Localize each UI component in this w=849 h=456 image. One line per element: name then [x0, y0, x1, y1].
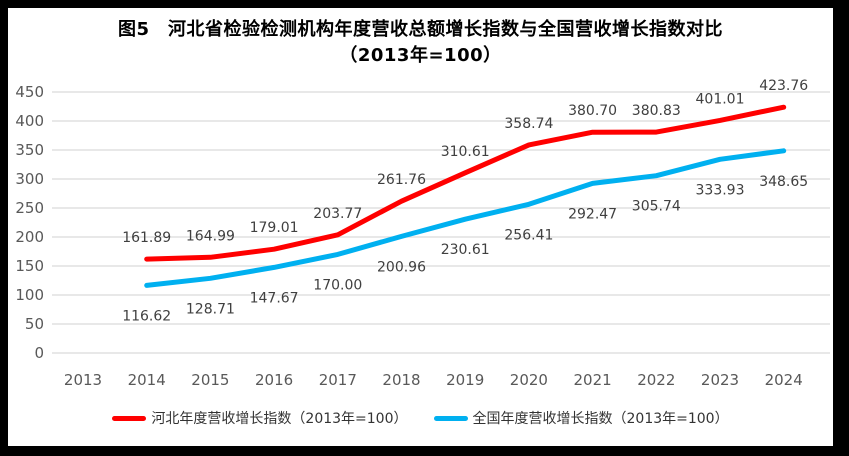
- y-axis-tick-label: 300: [15, 170, 44, 188]
- x-axis-tick-label: 2016: [255, 371, 293, 389]
- legend-label-hebei: 河北年度营收增长指数（2013年=100）: [151, 411, 408, 427]
- legend: 河北年度营收增长指数（2013年=100） 全国年度营收增长指数（2013年=1…: [8, 408, 833, 428]
- legend-item-national: 全国年度营收增长指数（2013年=100）: [433, 408, 729, 428]
- data-label: 305.74: [632, 199, 681, 215]
- data-label: 348.65: [759, 174, 808, 190]
- hebei-line-swatch: [112, 415, 147, 421]
- series-line-0: [144, 104, 787, 262]
- x-axis-tick-label: 2018: [382, 371, 420, 389]
- data-label: 401.01: [696, 91, 745, 107]
- data-label: 147.67: [250, 290, 299, 306]
- data-label: 256.41: [504, 227, 553, 243]
- x-axis-tick-label: 2017: [319, 371, 357, 389]
- data-label: 203.77: [313, 206, 362, 222]
- data-label: 179.01: [250, 220, 299, 236]
- data-label: 164.99: [186, 228, 235, 244]
- x-axis-tick-label: 2015: [191, 371, 229, 389]
- x-axis-tick-label: 2022: [637, 371, 675, 389]
- data-label: 161.89: [122, 230, 171, 246]
- chart-title: 图5 河北省检验检测机构年度营收总额增长指数与全国营收增长指数对比 （2013年…: [8, 17, 833, 69]
- chart-title-line1: 图5 河北省检验检测机构年度营收总额增长指数与全国营收增长指数对比: [117, 19, 724, 40]
- data-label: 128.71: [186, 301, 235, 317]
- y-axis-tick-label: 100: [15, 286, 44, 304]
- x-axis-tick-label: 2019: [446, 371, 484, 389]
- y-axis-tick-label: 350: [15, 141, 44, 159]
- data-label: 116.62: [122, 308, 171, 324]
- x-axis-tick-label: 2020: [510, 371, 548, 389]
- data-label: 261.76: [377, 172, 426, 188]
- y-axis-tick-label: 250: [15, 199, 44, 217]
- x-axis-tick-label: 2021: [574, 371, 612, 389]
- y-axis-tick-label: 200: [15, 228, 44, 246]
- chart-canvas: 图5 河北省检验检测机构年度营收总额增长指数与全国营收增长指数对比 （2013年…: [8, 8, 833, 446]
- y-axis-tick-label: 150: [15, 257, 44, 275]
- data-label: 358.74: [504, 116, 553, 132]
- y-axis-tick-label: 50: [25, 315, 44, 333]
- x-axis-tick-label: 2023: [701, 371, 739, 389]
- chart-title-line2: （2013年=100）: [339, 45, 502, 67]
- legend-item-hebei: 河北年度营收增长指数（2013年=100）: [112, 408, 408, 428]
- data-label: 333.93: [696, 182, 745, 198]
- y-axis-tick-label: 0: [34, 344, 44, 362]
- legend-label-national: 全国年度营收增长指数（2013年=100）: [472, 411, 729, 427]
- data-label: 170.00: [313, 277, 362, 293]
- data-label: 230.61: [441, 242, 490, 258]
- x-axis-tick-label: 2014: [128, 371, 166, 389]
- data-label: 380.83: [632, 103, 681, 119]
- y-axis-tick-label: 400: [15, 112, 44, 130]
- national-line-swatch: [433, 415, 468, 421]
- series-line-1: [144, 148, 787, 288]
- y-axis-tick-label: 450: [15, 83, 44, 101]
- data-label: 292.47: [568, 206, 617, 222]
- data-label: 380.70: [568, 103, 617, 119]
- data-label: 310.61: [441, 144, 490, 160]
- data-label: 200.96: [377, 259, 426, 275]
- x-axis-tick-label: 2024: [765, 371, 803, 389]
- line-plot: 0 50 100 150 200 250 300 350 400 450 2013 2014 2015 2…: [15, 78, 830, 389]
- data-label: 423.76: [759, 78, 808, 94]
- x-axis-tick-label: 2013: [64, 371, 102, 389]
